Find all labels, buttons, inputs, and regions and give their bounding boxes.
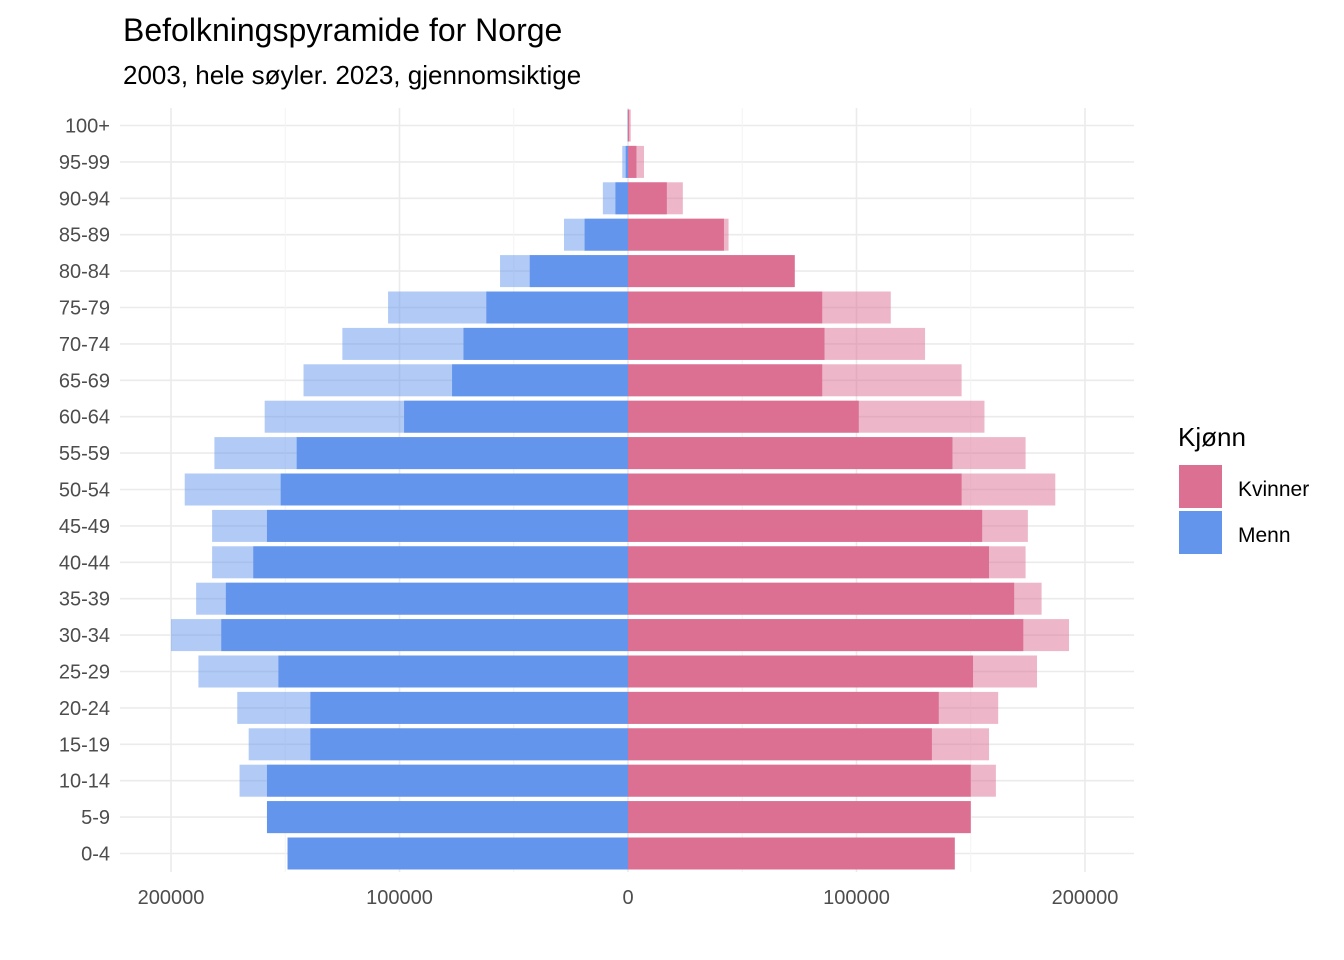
y-tick-label: 30-34 [59, 625, 110, 647]
bar-kvinner-2003-0-4 [628, 837, 955, 870]
bars-2003 [221, 109, 1024, 870]
bar-kvinner-2003-95-99 [628, 145, 637, 178]
y-tick-label: 15-19 [59, 734, 110, 756]
bar-menn-2003-60-64 [404, 400, 628, 433]
legend-key-menn [1179, 511, 1222, 554]
bar-kvinner-2003-60-64 [628, 400, 859, 433]
y-tick-label: 50-54 [59, 480, 110, 502]
x-tick-label: 0 [622, 887, 633, 909]
bar-kvinner-2003-55-59 [628, 437, 953, 470]
bar-kvinner-2003-85-89 [628, 218, 724, 251]
bar-menn-2003-40-44 [253, 546, 628, 579]
bar-kvinner-2003-20-24 [628, 691, 939, 724]
y-tick-label: 0-4 [81, 844, 110, 866]
bar-kvinner-2003-65-69 [628, 364, 823, 397]
y-tick-label: 95-99 [59, 152, 110, 174]
y-tick-label: 40-44 [59, 552, 110, 574]
bar-kvinner-2003-100+ [628, 109, 630, 142]
x-tick-label: 100000 [823, 887, 890, 909]
y-tick-label: 35-39 [59, 589, 110, 611]
y-tick-label: 75-79 [59, 298, 110, 320]
bar-kvinner-2003-90-94 [628, 182, 667, 215]
bar-menn-2003-80-84 [529, 255, 628, 288]
y-tick-label: 20-24 [59, 698, 110, 720]
x-axis-tick-labels: 200000 100000 0 100000 200000 [138, 887, 1119, 909]
legend-title: Kjønn [1178, 422, 1246, 452]
bar-menn-2003-0-4 [287, 837, 628, 870]
bar-menn-2003-55-59 [296, 437, 628, 470]
bar-menn-2003-30-34 [221, 619, 628, 652]
bar-menn-2003-70-74 [463, 327, 628, 360]
bar-kvinner-2003-45-49 [628, 509, 983, 542]
chart-title: Befolkningspyramide for Norge [123, 12, 562, 48]
bar-kvinner-2003-50-54 [628, 473, 962, 506]
legend-label-menn: Menn [1238, 524, 1291, 547]
bar-menn-2003-20-24 [310, 691, 628, 724]
bar-kvinner-2003-40-44 [628, 546, 990, 579]
y-tick-label: 25-29 [59, 662, 110, 684]
y-tick-label: 10-14 [59, 771, 110, 793]
y-tick-label: 90-94 [59, 188, 110, 210]
bar-menn-2023-95-99 [622, 145, 628, 178]
y-tick-label: 5-9 [81, 807, 110, 829]
y-tick-label: 55-59 [59, 443, 110, 465]
bar-kvinner-2003-25-29 [628, 655, 974, 688]
bar-menn-2003-25-29 [278, 655, 628, 688]
bar-menn-2003-95-99 [625, 145, 628, 178]
bar-menn-2003-90-94 [615, 182, 628, 215]
bar-kvinner-2003-5-9 [628, 801, 971, 834]
legend-label-kvinner: Kvinner [1238, 478, 1309, 501]
bar-menn-2003-45-49 [266, 509, 628, 542]
bar-menn-2003-65-69 [452, 364, 628, 397]
legend-key-kvinner [1179, 465, 1222, 508]
bar-menn-2003-10-14 [266, 764, 628, 797]
y-tick-label: 45-49 [59, 516, 110, 538]
bar-kvinner-2003-70-74 [628, 327, 825, 360]
bar-kvinner-2003-15-19 [628, 728, 932, 761]
bar-kvinner-2003-10-14 [628, 764, 971, 797]
y-tick-label: 70-74 [59, 334, 110, 356]
bar-kvinner-2003-35-39 [628, 582, 1015, 615]
bar-kvinner-2003-75-79 [628, 291, 823, 324]
bar-kvinner-2023-100+ [628, 109, 631, 142]
y-tick-label: 60-64 [59, 407, 110, 429]
legend: Kjønn Kvinner Menn [1178, 422, 1309, 554]
chart-subtitle: 2003, hele søyler. 2023, gjennomsiktige [123, 60, 581, 90]
bar-menn-2003-15-19 [310, 728, 628, 761]
y-tick-label: 80-84 [59, 261, 110, 283]
bar-kvinner-2003-30-34 [628, 619, 1024, 652]
y-tick-label: 85-89 [59, 225, 110, 247]
y-tick-label: 100+ [65, 116, 110, 138]
bar-menn-2003-50-54 [280, 473, 628, 506]
bar-kvinner-2003-80-84 [628, 255, 795, 288]
bar-menn-2003-75-79 [486, 291, 628, 324]
x-tick-label: 100000 [366, 887, 433, 909]
bar-menn-2003-5-9 [266, 801, 628, 834]
bar-menn-2003-85-89 [584, 218, 628, 251]
y-axis-tick-labels: 0-4 5-9 10-14 15-19 20-24 25-29 30-34 35-39 40-4… [59, 116, 110, 866]
bar-menn-2003-35-39 [225, 582, 628, 615]
x-tick-label: 200000 [138, 887, 205, 909]
x-tick-label: 200000 [1052, 887, 1119, 909]
y-tick-label: 65-69 [59, 370, 110, 392]
